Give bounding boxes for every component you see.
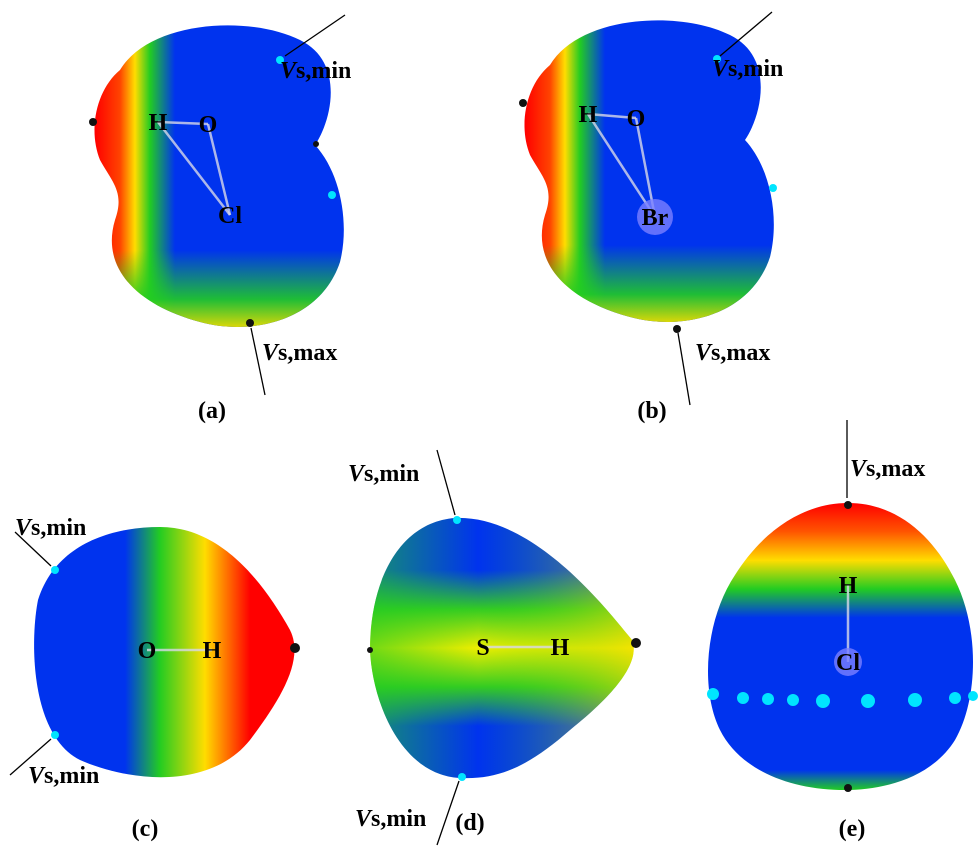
annotation-text: s,max	[278, 340, 337, 366]
atom-label: H	[579, 102, 598, 128]
annotation: Vs,min	[280, 58, 351, 84]
atom-label: O	[199, 112, 218, 138]
atom-label: H	[203, 638, 222, 664]
annotation-text: s,min	[364, 461, 419, 487]
figure: (a) H O Cl Vs,min Vs,max (b) H O Br Vs,min Vs,max (c…	[0, 0, 979, 866]
annotation-text: s,max	[711, 340, 770, 366]
annotation-text: s,min	[371, 806, 426, 832]
annotation: Vs,min	[355, 806, 426, 832]
atom-label: S	[476, 635, 489, 661]
annotation: Vs,min	[28, 763, 99, 789]
annotation-text: s,min	[296, 58, 351, 84]
surface-d	[367, 450, 641, 845]
panel-label: (b)	[637, 398, 666, 424]
panel-label: (d)	[455, 810, 484, 836]
panel-label: (e)	[839, 816, 866, 842]
annotation: Vs,min	[712, 56, 783, 82]
annotation: Vs,min	[15, 515, 86, 541]
annotation-text: s,min	[44, 763, 99, 789]
panel-label: (a)	[198, 398, 226, 424]
annotation-text: s,min	[31, 515, 86, 541]
panel-label: (c)	[132, 816, 159, 842]
atom-label: H	[551, 635, 570, 661]
surface-e	[707, 420, 978, 792]
annotation-text: s,min	[728, 56, 783, 82]
annotation: Vs,max	[850, 456, 925, 482]
atom-label: Cl	[836, 650, 860, 676]
atom-label: H	[839, 573, 858, 599]
annotation-text: s,max	[866, 456, 925, 482]
atom-label: O	[138, 638, 157, 664]
annotation: Vs,max	[262, 340, 337, 366]
atom-label: O	[627, 106, 646, 132]
annotation: Vs,max	[695, 340, 770, 366]
atom-label: H	[149, 110, 168, 136]
atom-label: Cl	[218, 203, 242, 229]
atom-label: Br	[642, 205, 669, 231]
annotation: Vs,min	[348, 461, 419, 487]
